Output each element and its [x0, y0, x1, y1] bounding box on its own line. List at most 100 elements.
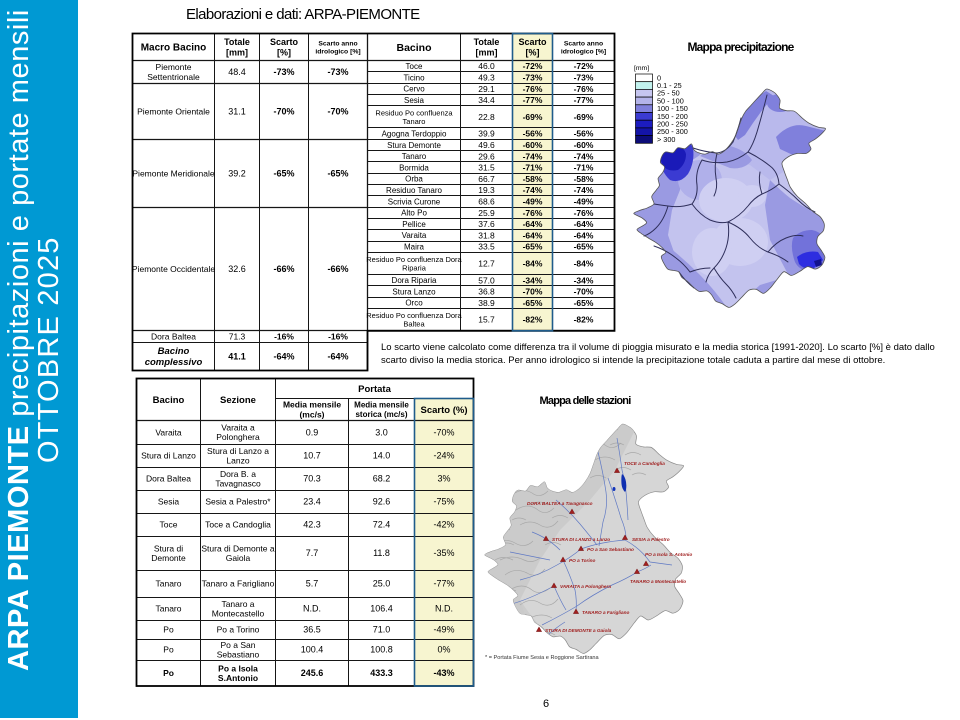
- svg-text:Tanaro: Tanaro: [156, 604, 182, 614]
- svg-text:PO a Torino: PO a Torino: [569, 558, 596, 563]
- svg-text:-58%: -58%: [574, 174, 594, 184]
- svg-text:Piemonte: Piemonte: [156, 62, 192, 72]
- svg-text:Dora Baltea: Dora Baltea: [146, 474, 191, 484]
- svg-text:-65%: -65%: [574, 242, 594, 252]
- svg-text:49.3: 49.3: [478, 73, 495, 83]
- svg-text:-24%: -24%: [433, 451, 454, 461]
- svg-text:Residuo Tanaro: Residuo Tanaro: [386, 186, 442, 195]
- svg-text:Sesia: Sesia: [158, 497, 180, 507]
- svg-text:106.4: 106.4: [370, 604, 393, 614]
- svg-text:50 - 100: 50 - 100: [657, 96, 684, 105]
- svg-text:71.0: 71.0: [373, 625, 391, 635]
- svg-text:-65%: -65%: [273, 168, 294, 178]
- svg-text:-70%: -70%: [574, 287, 594, 297]
- svg-text:Tanaro: Tanaro: [402, 152, 427, 161]
- svg-text:Bormida: Bormida: [399, 163, 429, 172]
- svg-text:-34%: -34%: [574, 275, 594, 285]
- svg-text:Scrivia Curone: Scrivia Curone: [388, 197, 441, 206]
- svg-text:25.9: 25.9: [478, 208, 495, 218]
- svg-text:Tanaro a: Tanaro a: [221, 599, 254, 609]
- svg-text:14.0: 14.0: [373, 451, 391, 461]
- svg-text:-58%: -58%: [523, 174, 543, 184]
- svg-text:SESIA a Palestro: SESIA a Palestro: [632, 537, 670, 542]
- svg-text:N.D.: N.D.: [303, 604, 321, 614]
- svg-text:Gaiola: Gaiola: [226, 553, 251, 563]
- svg-text:-66%: -66%: [327, 264, 348, 274]
- svg-text:32.6: 32.6: [228, 264, 246, 274]
- svg-text:42.3: 42.3: [303, 520, 321, 530]
- svg-text:-49%: -49%: [523, 197, 543, 207]
- svg-text:Po: Po: [163, 625, 174, 635]
- svg-text:Sesia: Sesia: [404, 96, 425, 105]
- svg-text:Totale: Totale: [224, 37, 250, 47]
- svg-text:-43%: -43%: [433, 668, 454, 678]
- svg-text:Po a Torino: Po a Torino: [217, 625, 260, 635]
- svg-text:12.7: 12.7: [478, 259, 495, 269]
- svg-text:idrologico [%]: idrologico [%]: [561, 49, 606, 56]
- svg-text:-76%: -76%: [574, 208, 594, 218]
- svg-text:PO a Isola S. Antonio: PO a Isola S. Antonio: [645, 552, 692, 557]
- svg-text:68.2: 68.2: [373, 474, 391, 484]
- svg-text:-77%: -77%: [433, 579, 454, 589]
- svg-text:Maira: Maira: [404, 243, 425, 252]
- svg-text:> 300: > 300: [657, 135, 675, 144]
- svg-text:19.3: 19.3: [478, 185, 495, 195]
- svg-text:34.4: 34.4: [478, 95, 495, 105]
- svg-text:-77%: -77%: [574, 95, 594, 105]
- svg-text:-70%: -70%: [327, 106, 348, 116]
- svg-text:Piemonte Orientale: Piemonte Orientale: [137, 106, 210, 116]
- svg-text:-60%: -60%: [574, 140, 594, 150]
- svg-text:N.D.: N.D.: [435, 604, 453, 614]
- svg-text:Tavagnasco: Tavagnasco: [215, 478, 261, 488]
- svg-text:-77%: -77%: [523, 95, 543, 105]
- svg-text:Lanzo: Lanzo: [226, 455, 249, 465]
- svg-text:Scarto anno: Scarto anno: [318, 40, 357, 47]
- svg-text:31.5: 31.5: [478, 163, 495, 173]
- svg-text:Piemonte Meridionale: Piemonte Meridionale: [132, 168, 214, 178]
- svg-text:-60%: -60%: [523, 140, 543, 150]
- svg-text:36.8: 36.8: [478, 287, 495, 297]
- svg-text:Stura Lanzo: Stura Lanzo: [392, 287, 436, 296]
- svg-text:STURA DI DEMONTE a Gaiola: STURA DI DEMONTE a Gaiola: [545, 628, 612, 633]
- svg-text:-16%: -16%: [328, 332, 348, 342]
- svg-text:Orco: Orco: [405, 299, 423, 308]
- svg-text:150 - 200: 150 - 200: [657, 112, 688, 121]
- svg-text:-69%: -69%: [523, 112, 543, 122]
- svg-text:38.9: 38.9: [478, 298, 495, 308]
- svg-text:-73%: -73%: [523, 73, 543, 83]
- svg-text:-74%: -74%: [523, 151, 543, 161]
- svg-text:3%: 3%: [437, 474, 450, 484]
- svg-text:Stura di Demonte a: Stura di Demonte a: [201, 543, 275, 553]
- svg-text:Po: Po: [163, 668, 174, 678]
- svg-text:-74%: -74%: [574, 151, 594, 161]
- svg-text:Residuo Po confluenza Dora: Residuo Po confluenza Dora: [366, 311, 462, 320]
- svg-text:245.6: 245.6: [301, 668, 324, 678]
- svg-text:(mc/s): (mc/s): [299, 410, 324, 420]
- svg-text:Demonte: Demonte: [151, 553, 186, 563]
- svg-text:Tanaro a Farigliano: Tanaro a Farigliano: [202, 579, 275, 589]
- svg-text:10.7: 10.7: [303, 451, 321, 461]
- svg-text:Tanaro: Tanaro: [156, 579, 182, 589]
- svg-text:DORA BALTEA a Tavagnasco: DORA BALTEA a Tavagnasco: [527, 501, 593, 506]
- svg-text:-82%: -82%: [574, 315, 594, 325]
- svg-text:-71%: -71%: [523, 163, 543, 173]
- svg-text:Media mensile: Media mensile: [283, 400, 341, 410]
- svg-text:Sesia a Palestro*: Sesia a Palestro*: [205, 497, 271, 507]
- svg-text:Dora Riparia: Dora Riparia: [392, 276, 437, 285]
- svg-text:250 - 300: 250 - 300: [657, 127, 688, 136]
- svg-text:39.9: 39.9: [478, 129, 495, 139]
- svg-text:Varaita a: Varaita a: [221, 423, 255, 433]
- svg-text:-34%: -34%: [523, 275, 543, 285]
- svg-text:Alto Po: Alto Po: [401, 209, 427, 218]
- svg-text:-72%: -72%: [523, 61, 543, 71]
- svg-text:Dora B. a: Dora B. a: [220, 469, 256, 479]
- svg-text:39.2: 39.2: [228, 168, 246, 178]
- svg-text:-82%: -82%: [523, 315, 543, 325]
- svg-text:[mm]: [mm]: [476, 47, 498, 57]
- svg-text:100.8: 100.8: [370, 645, 393, 655]
- svg-text:-70%: -70%: [523, 287, 543, 297]
- svg-text:22.8: 22.8: [478, 112, 495, 122]
- svg-text:-76%: -76%: [574, 84, 594, 94]
- svg-text:-65%: -65%: [574, 298, 594, 308]
- svg-text:0.1 - 25: 0.1 - 25: [657, 81, 682, 90]
